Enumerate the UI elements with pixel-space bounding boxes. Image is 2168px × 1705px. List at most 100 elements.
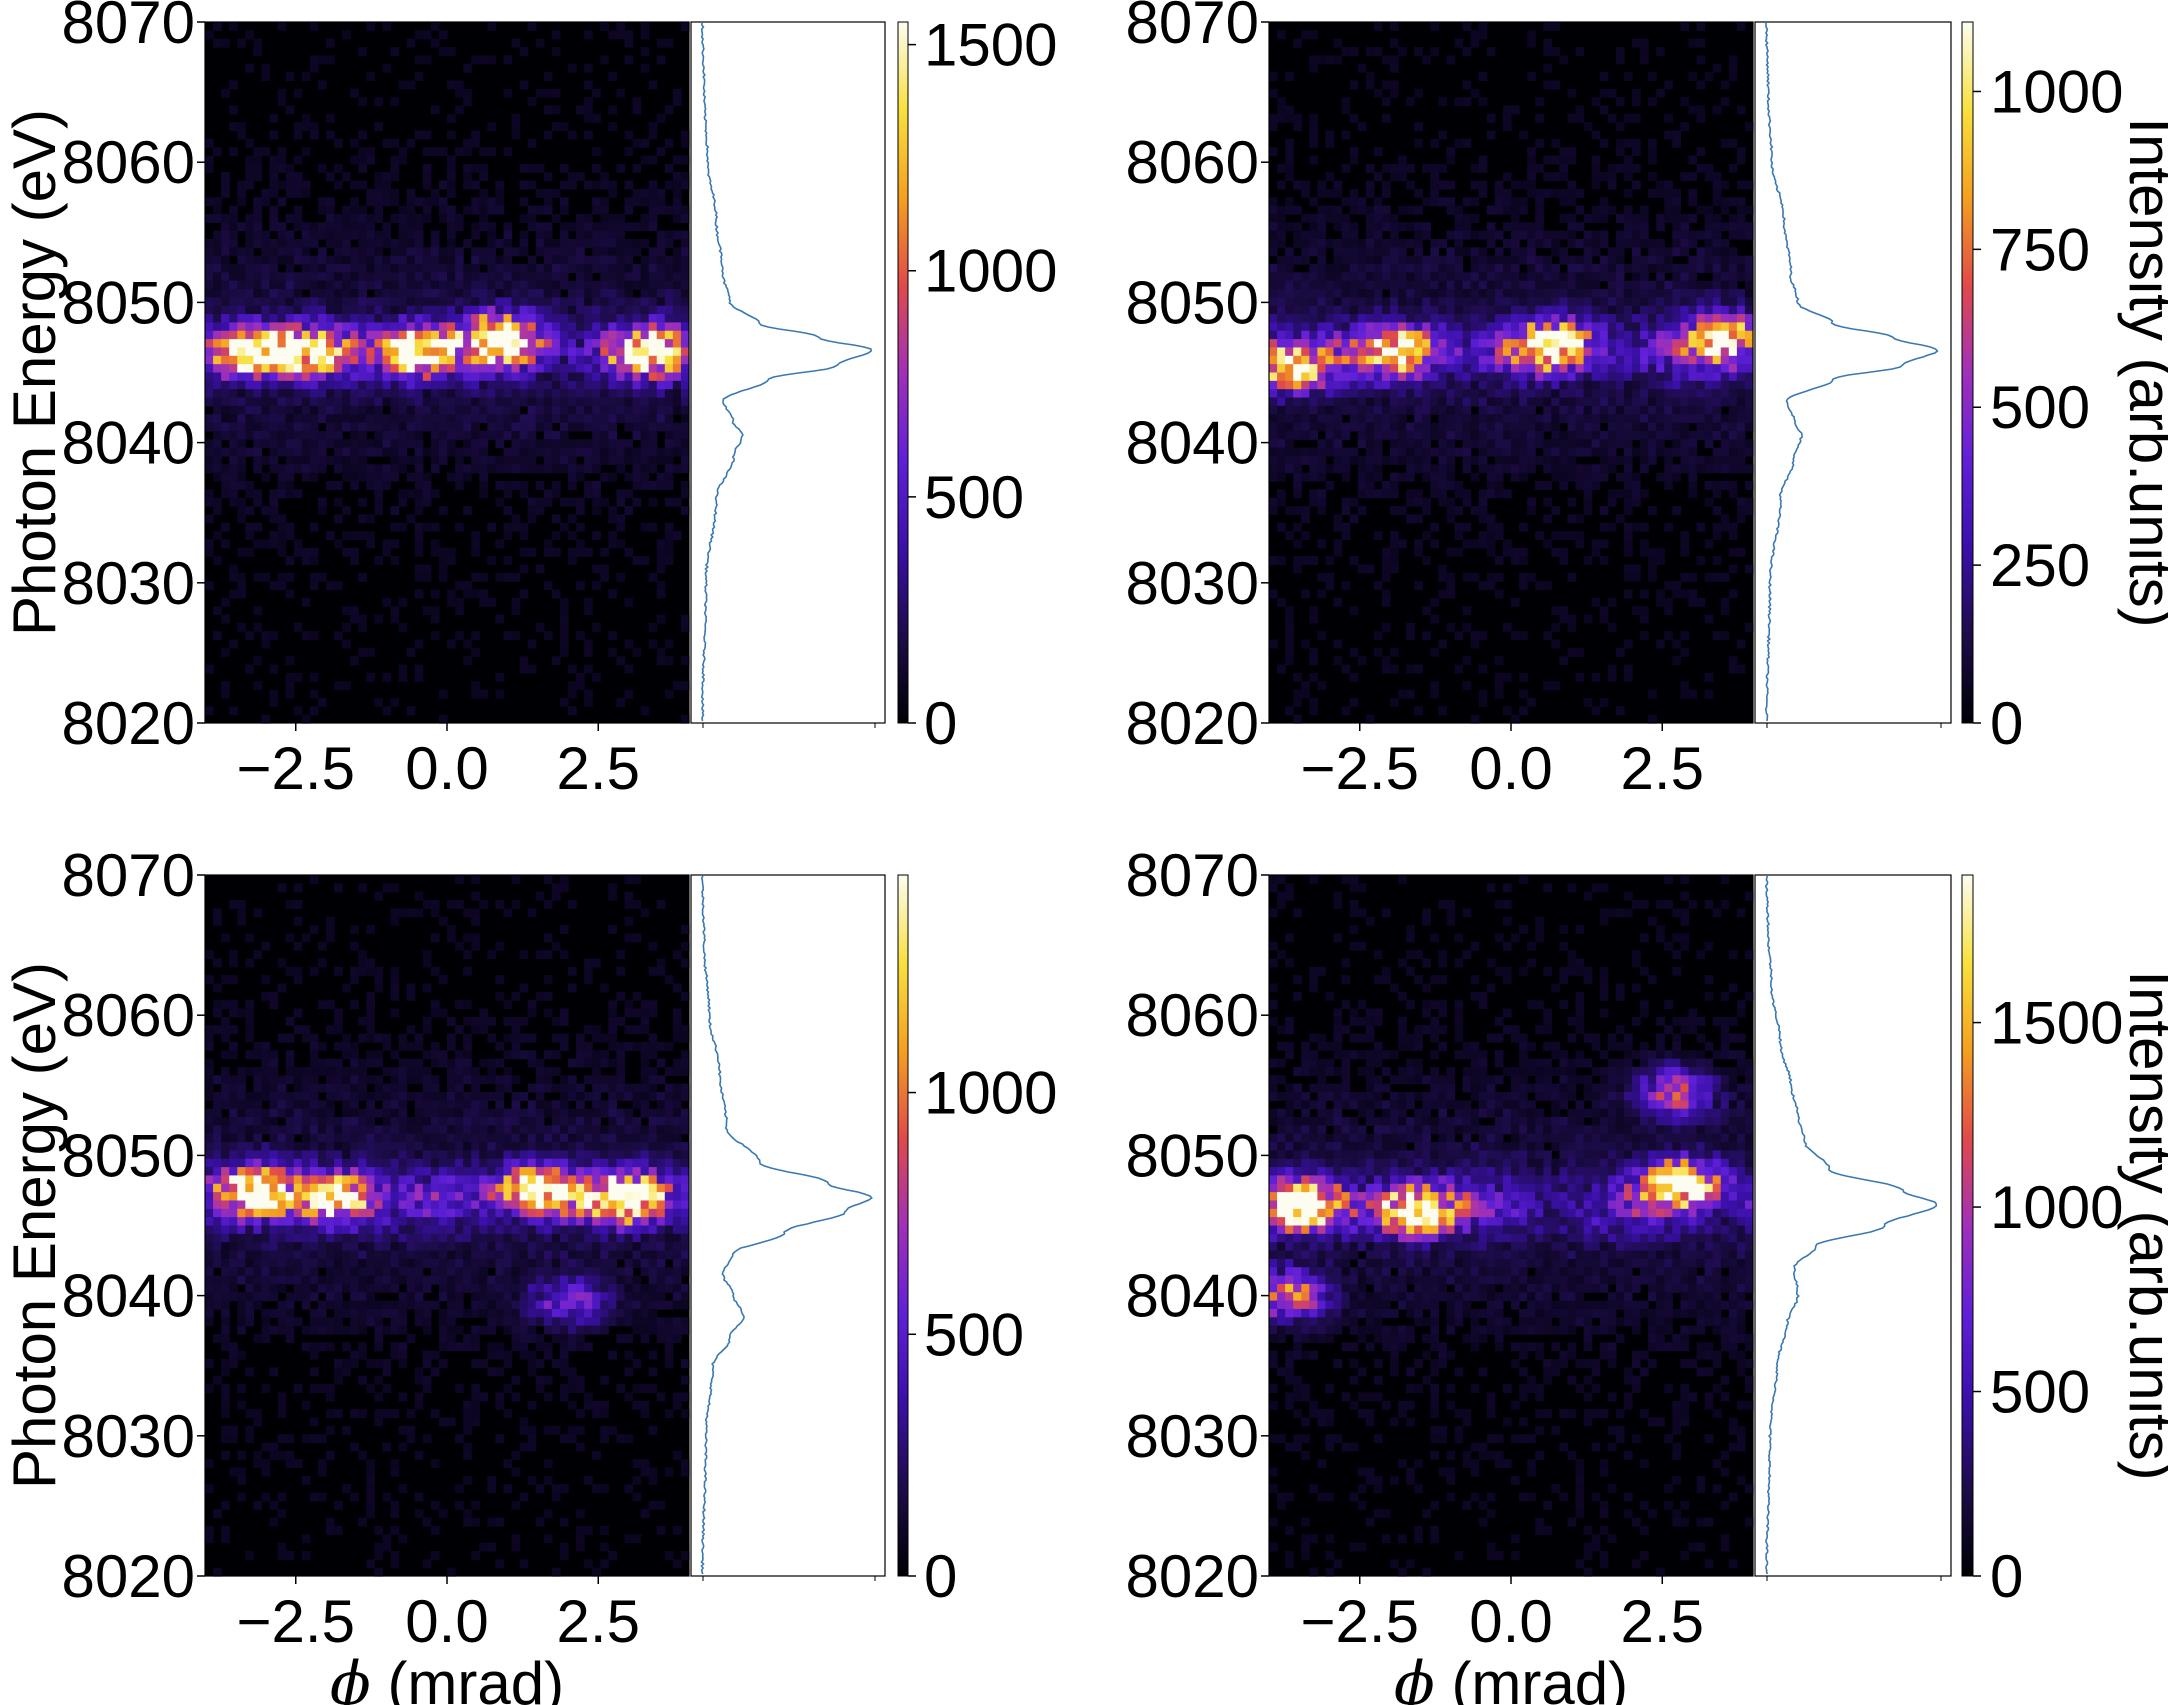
heatmap-cell (664, 397, 674, 407)
heatmap-cell (390, 347, 400, 357)
heatmap-cell (1414, 464, 1423, 474)
heatmap-cell (430, 455, 440, 465)
heatmap-cell (672, 314, 682, 324)
heatmap-cell (221, 38, 230, 48)
heatmap-cell (559, 347, 569, 357)
heatmap-cell (471, 289, 480, 298)
heatmap-cell (680, 130, 690, 140)
heatmap-cell (414, 347, 424, 357)
heatmap-cell (1357, 564, 1367, 574)
heatmap-cell (1494, 205, 1504, 215)
heatmap-cell (1325, 430, 1335, 440)
heatmap-cell (1543, 330, 1552, 340)
heatmap-cell (317, 405, 327, 415)
heatmap-cell (277, 439, 287, 449)
heatmap-cell (1519, 230, 1528, 240)
heatmap-cell (1269, 72, 1278, 82)
heatmap-cell (608, 506, 617, 515)
heatmap-cell (519, 314, 529, 324)
heatmap-cell (1736, 355, 1746, 365)
heatmap-cell (519, 414, 529, 424)
heatmap-cell (414, 238, 424, 248)
heatmap-cell (1462, 606, 1472, 616)
heatmap-cell (1704, 72, 1714, 82)
heatmap-cell (1398, 272, 1407, 282)
heatmap-cell (213, 472, 222, 482)
heatmap-cell (640, 472, 650, 482)
heatmap-cell (350, 264, 359, 273)
heatmap-cell (1607, 163, 1617, 173)
heatmap-cell (438, 355, 448, 365)
heatmap-cell (1422, 305, 1431, 315)
heatmap-cell (1519, 280, 1528, 290)
heatmap-cell (511, 280, 521, 290)
heatmap-cell (559, 272, 569, 282)
heatmap-cell (1478, 464, 1488, 474)
heatmap-cell (1728, 589, 1738, 599)
heatmap-cell (205, 581, 214, 591)
heatmap-cell (455, 472, 464, 482)
heatmap-cell (1285, 389, 1294, 399)
heatmap-cell (430, 364, 440, 374)
heatmap-cell (1462, 80, 1472, 90)
heatmap-cell (592, 230, 601, 240)
heatmap-cell (1309, 347, 1318, 357)
heatmap-cell (1519, 339, 1528, 349)
heatmap-cell (221, 180, 230, 190)
heatmap-cell (1357, 355, 1367, 365)
heatmap-cell (358, 330, 367, 340)
heatmap-cell (1462, 22, 1472, 31)
heatmap-cell (390, 264, 400, 273)
heatmap-cell (1527, 30, 1536, 40)
heatmap-cell (1632, 97, 1641, 107)
heatmap-cell (1688, 355, 1698, 365)
heatmap-cell (1648, 556, 1657, 566)
heatmap-cell (511, 414, 521, 424)
heatmap-cell (648, 205, 658, 215)
heatmap-cell (1575, 372, 1585, 382)
heatmap-cell (592, 405, 601, 415)
heatmap-cell (1293, 122, 1302, 132)
heatmap-cell (1720, 297, 1730, 307)
heatmap-cell (1551, 506, 1560, 515)
heatmap-cell (205, 464, 214, 474)
heatmap-cell (301, 389, 311, 399)
heatmap-cell (1365, 414, 1375, 424)
heatmap-cell (1688, 572, 1698, 582)
heatmap-cell (1664, 330, 1673, 340)
heatmap-cell (511, 330, 521, 340)
heatmap-cell (1543, 63, 1552, 73)
heatmap-cell (1357, 364, 1367, 374)
heatmap-cell (350, 297, 359, 307)
heatmap-cell (350, 430, 359, 440)
heatmap-cell (1269, 506, 1278, 515)
heatmap-cell (1398, 506, 1407, 515)
heatmap-cell (664, 289, 674, 298)
heatmap-cell (1680, 322, 1690, 332)
heatmap-cell (543, 347, 553, 357)
heatmap-cell (398, 364, 408, 374)
heatmap-cell (358, 272, 367, 282)
heatmap-cell (1301, 364, 1310, 374)
heatmap-cell (229, 447, 238, 457)
heatmap-cell (1623, 213, 1633, 223)
heatmap-cell (1704, 297, 1714, 307)
heatmap-cell (334, 414, 343, 424)
heatmap-cell (293, 88, 303, 98)
heatmap-cell (277, 255, 287, 265)
heatmap-cell (1736, 380, 1746, 390)
heatmap-cell (664, 539, 674, 549)
heatmap-cell (414, 213, 424, 223)
heatmap-cell (648, 180, 658, 190)
heatmap-cell (317, 497, 327, 507)
heatmap-cell (1567, 330, 1577, 340)
heatmap-cell (1615, 372, 1625, 382)
heatmap-cell (1341, 97, 1351, 107)
heatmap-cell (1373, 631, 1383, 641)
heatmap-cell (350, 305, 359, 315)
heatmap-cell (559, 405, 569, 415)
heatmap-cell (374, 272, 384, 282)
heatmap-cell (1688, 389, 1698, 399)
heatmap-cell (358, 364, 367, 374)
heatmap-cell (317, 447, 327, 457)
